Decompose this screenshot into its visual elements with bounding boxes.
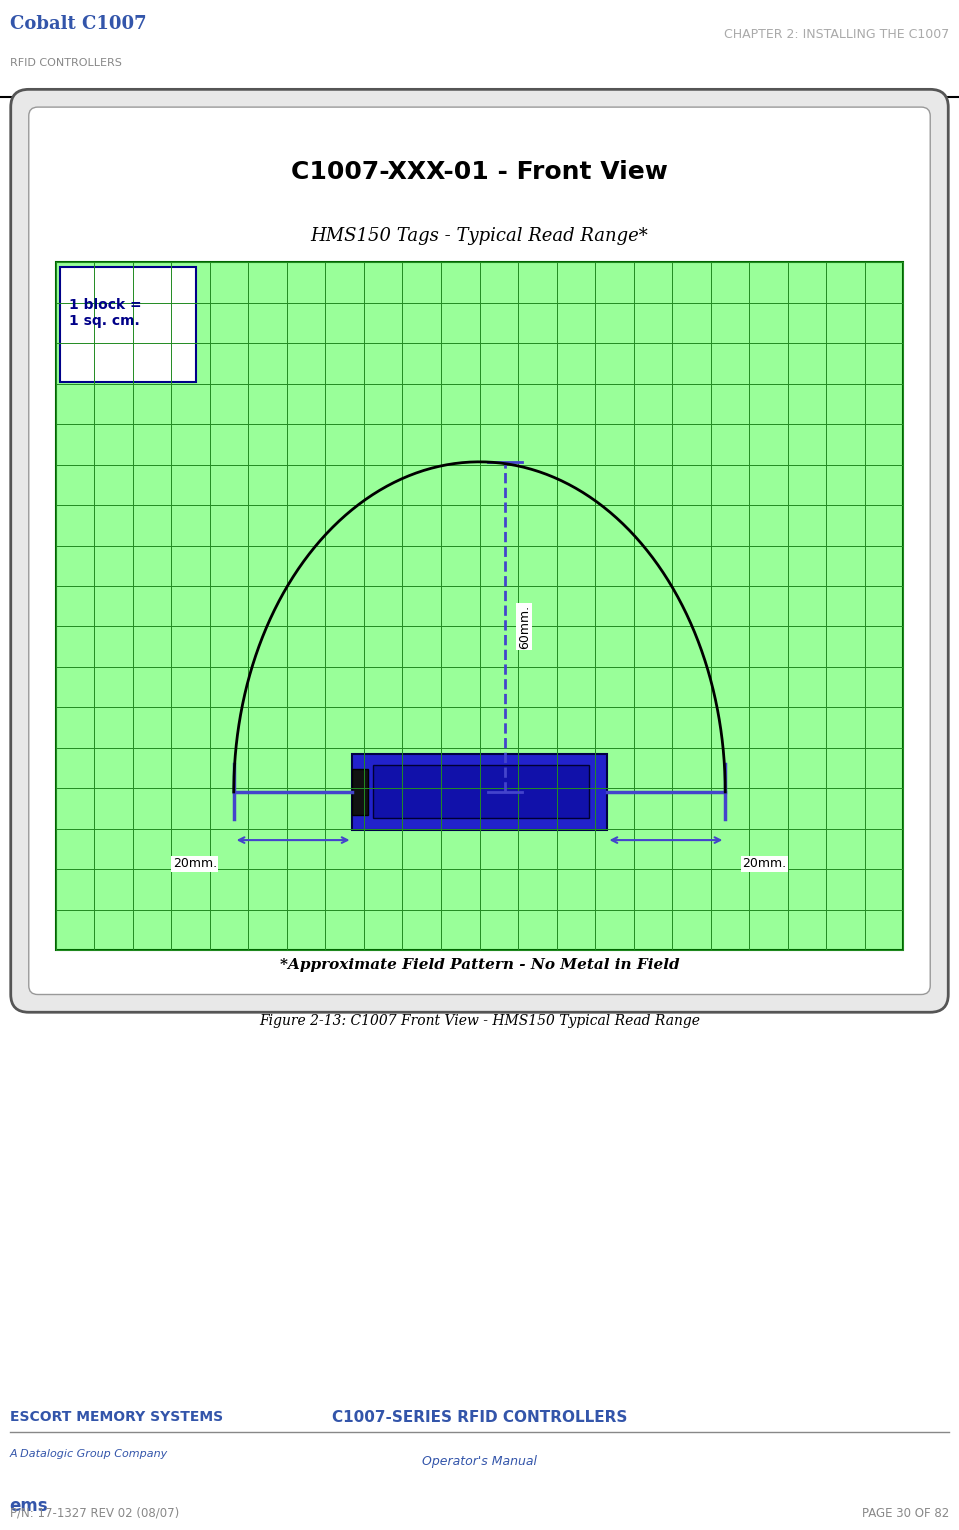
Text: ESCORT MEMORY SYSTEMS: ESCORT MEMORY SYSTEMS	[10, 1411, 222, 1424]
Text: Figure 2-13: C1007 Front View - HMS150 Typical Read Range: Figure 2-13: C1007 Front View - HMS150 T…	[259, 1014, 700, 1028]
Text: 20mm.: 20mm.	[173, 857, 217, 871]
Text: PAGE 30 OF 82: PAGE 30 OF 82	[862, 1507, 949, 1519]
Text: 1 block =
1 sq. cm.: 1 block = 1 sq. cm.	[69, 298, 142, 327]
Bar	[56, 263, 903, 950]
Text: Operator's Manual: Operator's Manual	[422, 1455, 537, 1467]
FancyBboxPatch shape	[60, 266, 196, 382]
Text: Cobalt C1007: Cobalt C1007	[10, 15, 146, 34]
Text: *Approximate Field Pattern - No Metal in Field: *Approximate Field Pattern - No Metal in…	[280, 958, 679, 973]
Text: A Datalogic Group Company: A Datalogic Group Company	[10, 1449, 168, 1460]
Text: CHAPTER 2: INSTALLING THE C1007: CHAPTER 2: INSTALLING THE C1007	[724, 29, 949, 41]
Bar	[373, 765, 589, 819]
FancyBboxPatch shape	[29, 107, 930, 995]
Text: RFID CONTROLLERS: RFID CONTROLLERS	[10, 58, 122, 67]
Bar	[352, 754, 607, 829]
Text: C1007-SERIES RFID CONTROLLERS: C1007-SERIES RFID CONTROLLERS	[332, 1411, 627, 1426]
Text: HMS150 Tags - Typical Read Range*: HMS150 Tags - Typical Read Range*	[311, 226, 648, 245]
FancyBboxPatch shape	[11, 89, 948, 1013]
Text: ems: ems	[10, 1498, 48, 1516]
Text: C1007-XXX-01 - Front View: C1007-XXX-01 - Front View	[292, 161, 667, 184]
Text: 20mm.: 20mm.	[742, 857, 786, 871]
Text: 60mm.: 60mm.	[518, 604, 530, 649]
Bar	[352, 770, 367, 814]
Text: P/N: 17-1327 REV 02 (08/07): P/N: 17-1327 REV 02 (08/07)	[10, 1507, 178, 1519]
